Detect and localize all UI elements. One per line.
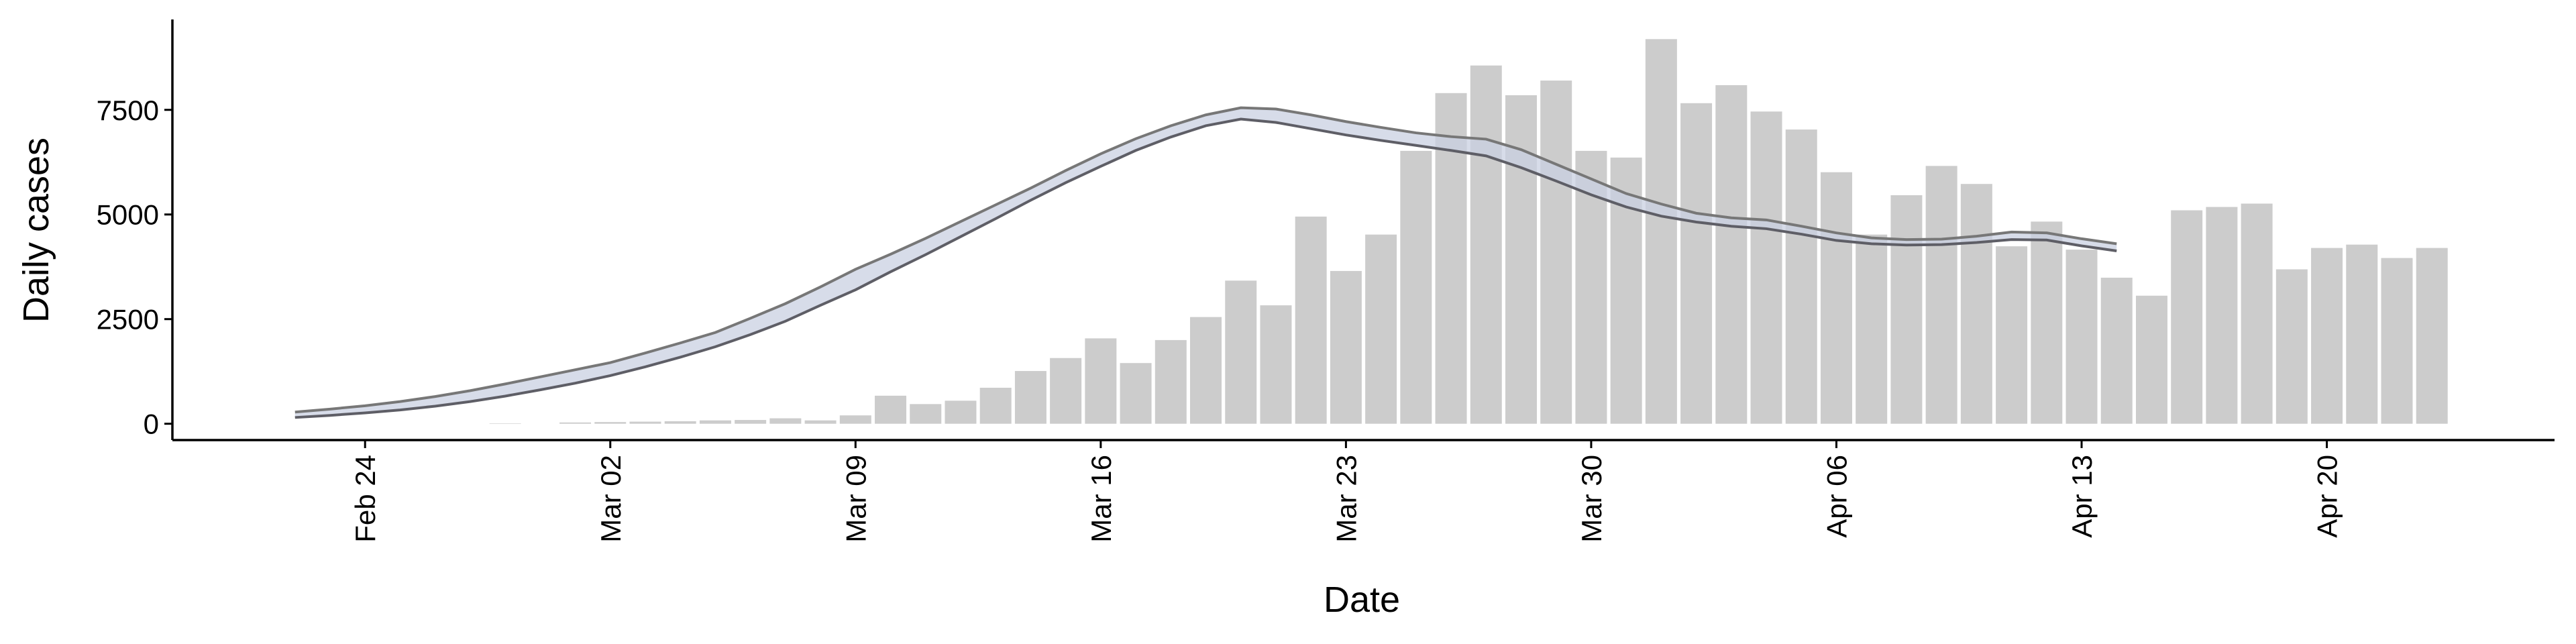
x-axis-title: Date bbox=[1324, 580, 1400, 620]
y-axis-title: Daily cases bbox=[16, 138, 56, 323]
x-tick-label: Feb 24 bbox=[350, 455, 381, 543]
y-tick-label: 2500 bbox=[97, 304, 159, 335]
bar bbox=[1820, 172, 1852, 424]
bar bbox=[1960, 184, 1992, 424]
bar bbox=[1295, 216, 1327, 424]
bar bbox=[2241, 203, 2273, 424]
bar bbox=[1645, 39, 1677, 424]
y-tick-label: 0 bbox=[144, 409, 159, 440]
x-tick-label: Apr 06 bbox=[1821, 455, 1852, 538]
x-tick-label: Apr 20 bbox=[2312, 455, 2343, 538]
y-tick-label: 7500 bbox=[97, 95, 159, 126]
bar bbox=[2311, 248, 2343, 424]
x-tick-label: Mar 02 bbox=[595, 455, 627, 543]
bar bbox=[945, 400, 977, 424]
bar bbox=[1470, 65, 1502, 424]
line bbox=[294, 117, 2117, 419]
bar bbox=[839, 415, 871, 424]
bar bbox=[629, 421, 661, 424]
bar bbox=[559, 422, 592, 424]
bar bbox=[2100, 277, 2133, 424]
x-tick-label: Mar 16 bbox=[1085, 455, 1117, 543]
bar bbox=[1925, 166, 1957, 424]
bar bbox=[1856, 234, 1888, 424]
bar bbox=[1190, 317, 1222, 424]
y-tick-label: 5000 bbox=[97, 199, 159, 231]
bar bbox=[664, 421, 696, 424]
bar bbox=[769, 418, 802, 424]
bar bbox=[1505, 95, 1537, 424]
line bbox=[294, 106, 2117, 414]
bar bbox=[1785, 129, 1817, 424]
bar bbox=[804, 420, 837, 424]
bar bbox=[910, 404, 942, 424]
bar bbox=[1225, 280, 1257, 424]
bar bbox=[875, 395, 907, 424]
bar bbox=[2381, 258, 2413, 424]
bar bbox=[1014, 371, 1046, 424]
bar bbox=[1330, 270, 1362, 424]
bar bbox=[699, 420, 731, 424]
bar bbox=[1750, 111, 1782, 424]
bar bbox=[1890, 195, 1923, 424]
bar bbox=[735, 420, 767, 424]
bar bbox=[1400, 150, 1432, 424]
x-tick-label: Mar 30 bbox=[1576, 455, 1607, 543]
bar bbox=[2065, 250, 2098, 424]
bar bbox=[1996, 246, 2028, 424]
bar bbox=[2031, 221, 2063, 424]
bar bbox=[2171, 210, 2203, 424]
bar bbox=[1155, 339, 1187, 424]
x-tick-label: Mar 23 bbox=[1330, 455, 1362, 543]
bar bbox=[1260, 305, 1292, 424]
bar bbox=[2275, 269, 2308, 424]
bar bbox=[1365, 234, 1397, 424]
bar bbox=[2206, 207, 2238, 424]
bar bbox=[1085, 338, 1117, 424]
bar bbox=[2416, 248, 2448, 424]
bar bbox=[2135, 295, 2167, 424]
bar bbox=[2346, 244, 2378, 424]
x-tick-label: Apr 13 bbox=[2066, 455, 2098, 538]
bar bbox=[1050, 358, 1082, 424]
bar bbox=[979, 388, 1012, 424]
bar bbox=[489, 423, 521, 424]
bar bbox=[1680, 103, 1713, 424]
bar bbox=[1120, 363, 1152, 424]
bar bbox=[594, 422, 627, 424]
x-tick-label: Mar 09 bbox=[840, 455, 871, 543]
bar bbox=[1715, 85, 1748, 424]
bar bbox=[1540, 80, 1572, 424]
